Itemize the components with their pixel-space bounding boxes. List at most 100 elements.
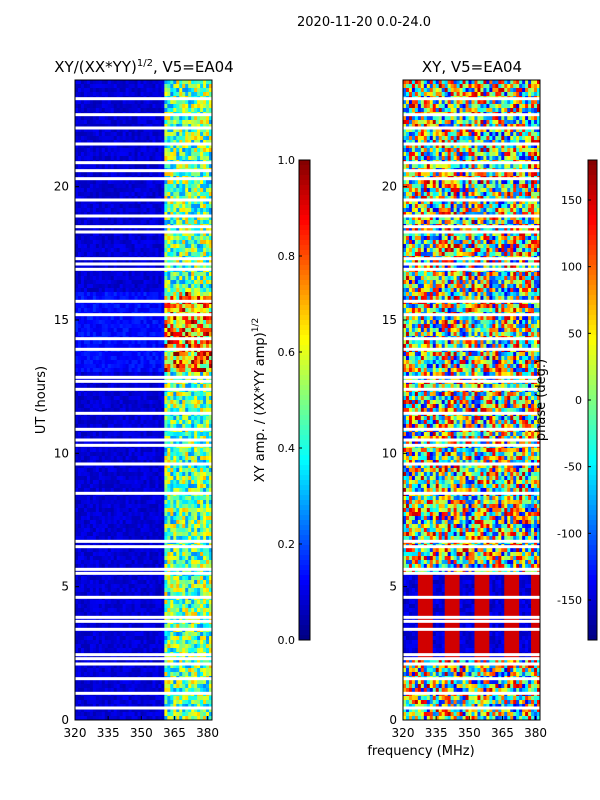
heatmap-cell [125,280,130,285]
heatmap-cell [209,360,213,365]
heatmap-cell [95,408,100,413]
heatmap-cell [140,88,144,93]
heatmap-cell [122,164,127,169]
heatmap-cell [107,408,112,413]
heatmap-cell [176,132,180,137]
heatmap-cell [152,488,156,493]
heatmap-cell [152,184,156,189]
heatmap-cell [200,188,204,193]
heatmap-cell [167,456,171,461]
heatmap-cell [75,200,79,205]
heatmap-cell [155,436,159,441]
heatmap-cell [146,276,150,281]
heatmap-cell [125,152,130,157]
heatmap-cell [179,232,183,237]
heatmap-cell [143,296,147,301]
heatmap-cell [170,464,174,469]
heatmap-cell [89,180,94,185]
heatmap-cell [89,452,94,457]
heatmap-cell [107,232,112,237]
heatmap-cell [98,328,103,333]
heatmap-cell [200,472,204,477]
heatmap-cell [110,276,115,281]
heatmap-cell [179,308,183,313]
heatmap-cell [125,360,130,365]
heatmap-cell [191,264,195,269]
heatmap-cell [191,468,195,473]
heatmap-cell [173,180,177,185]
heatmap-cell [152,472,156,477]
heatmap-cell [176,84,180,89]
heatmap-cell [140,272,144,277]
heatmap-cell [143,220,147,225]
heatmap-cell [152,324,156,329]
heatmap-cell [155,392,159,397]
heatmap-cell [182,296,186,301]
heatmap-cell [185,508,189,513]
heatmap-cell [75,108,79,113]
heatmap-cell [83,308,88,313]
heatmap-cell [125,500,130,505]
heatmap-cell [176,204,180,209]
heatmap-cell [188,304,192,309]
heatmap-cell [86,104,91,109]
heatmap-cell [122,292,127,297]
heatmap-cell [167,148,171,153]
heatmap-cell [155,488,159,493]
heatmap-cell [167,212,171,217]
heatmap-cell [137,88,141,93]
heatmap-cell [116,264,121,269]
heatmap-cell [170,252,174,257]
heatmap-cell [119,468,124,473]
heatmap-cell [101,132,106,137]
heatmap-cell [176,356,180,361]
heatmap-cell [143,124,147,129]
heatmap-cell [92,272,97,277]
heatmap-cell [134,400,138,405]
heatmap-cell [167,248,171,253]
heatmap-cell [197,152,201,157]
heatmap-cell [206,204,210,209]
heatmap-cell [206,372,210,377]
heatmap-cell [104,328,109,333]
heatmap-cell [113,460,118,465]
heatmap-cell [83,164,88,169]
heatmap-cell [185,284,189,289]
heatmap-cell [89,100,94,105]
heatmap-cell [125,124,130,129]
heatmap-cell [152,156,156,161]
heatmap-cell [176,276,180,281]
heatmap-cell [161,424,165,429]
heatmap-cell [170,212,174,217]
heatmap-cell [80,276,85,281]
heatmap-cell [179,472,183,477]
heatmap-cell [194,368,198,373]
heatmap-cell [179,228,183,233]
heatmap-cell [185,136,189,141]
heatmap-cell [206,240,210,245]
heatmap-cell [179,340,183,345]
heatmap-cell [116,216,121,221]
heatmap-cell [122,396,127,401]
heatmap-cell [158,288,162,293]
heatmap-cell [131,184,135,189]
heatmap-cell [164,272,168,277]
heatmap-cell [98,116,103,121]
heatmap-cell [104,460,109,465]
heatmap-cell [92,92,97,97]
heatmap-cell [83,284,88,289]
heatmap-cell [104,152,109,157]
heatmap-cell [149,416,153,421]
heatmap-cell [95,196,100,201]
heatmap-cell [164,440,168,445]
heatmap-cell [158,332,162,337]
heatmap-cell [119,480,124,485]
heatmap-cell [143,464,147,469]
heatmap-cell [80,352,85,357]
heatmap-cell [140,340,144,345]
heatmap-cell [164,308,168,313]
heatmap-cell [83,248,88,253]
heatmap-cell [80,280,85,285]
heatmap-cell [191,156,195,161]
heatmap-cell [176,296,180,301]
